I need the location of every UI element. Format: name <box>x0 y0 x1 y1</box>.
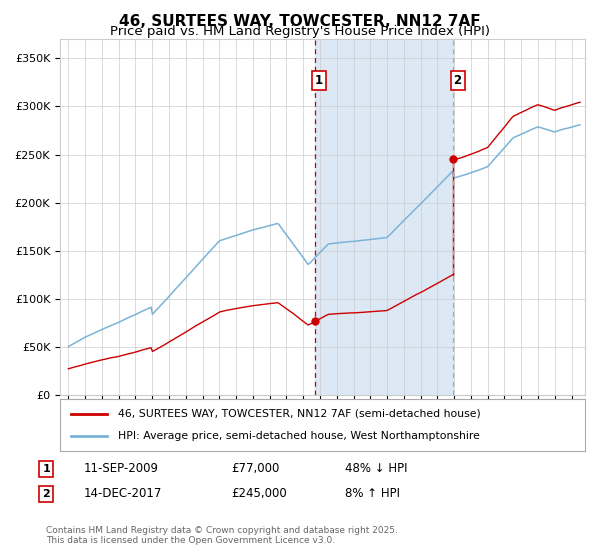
Text: Contains HM Land Registry data © Crown copyright and database right 2025.
This d: Contains HM Land Registry data © Crown c… <box>46 526 398 545</box>
Text: £245,000: £245,000 <box>231 487 287 501</box>
Text: 46, SURTEES WAY, TOWCESTER, NN12 7AF: 46, SURTEES WAY, TOWCESTER, NN12 7AF <box>119 14 481 29</box>
Text: HPI: Average price, semi-detached house, West Northamptonshire: HPI: Average price, semi-detached house,… <box>118 431 479 441</box>
Text: 1: 1 <box>43 464 50 474</box>
Text: 1: 1 <box>315 74 323 87</box>
Text: 14-DEC-2017: 14-DEC-2017 <box>84 487 163 501</box>
Text: 48% ↓ HPI: 48% ↓ HPI <box>345 462 407 475</box>
Text: 2: 2 <box>454 74 461 87</box>
Text: 46, SURTEES WAY, TOWCESTER, NN12 7AF (semi-detached house): 46, SURTEES WAY, TOWCESTER, NN12 7AF (se… <box>118 409 481 419</box>
Text: £77,000: £77,000 <box>231 462 280 475</box>
Text: 8% ↑ HPI: 8% ↑ HPI <box>345 487 400 501</box>
Text: Price paid vs. HM Land Registry's House Price Index (HPI): Price paid vs. HM Land Registry's House … <box>110 25 490 38</box>
Bar <box>315 39 454 395</box>
Text: 11-SEP-2009: 11-SEP-2009 <box>84 462 159 475</box>
Text: 2: 2 <box>43 489 50 499</box>
